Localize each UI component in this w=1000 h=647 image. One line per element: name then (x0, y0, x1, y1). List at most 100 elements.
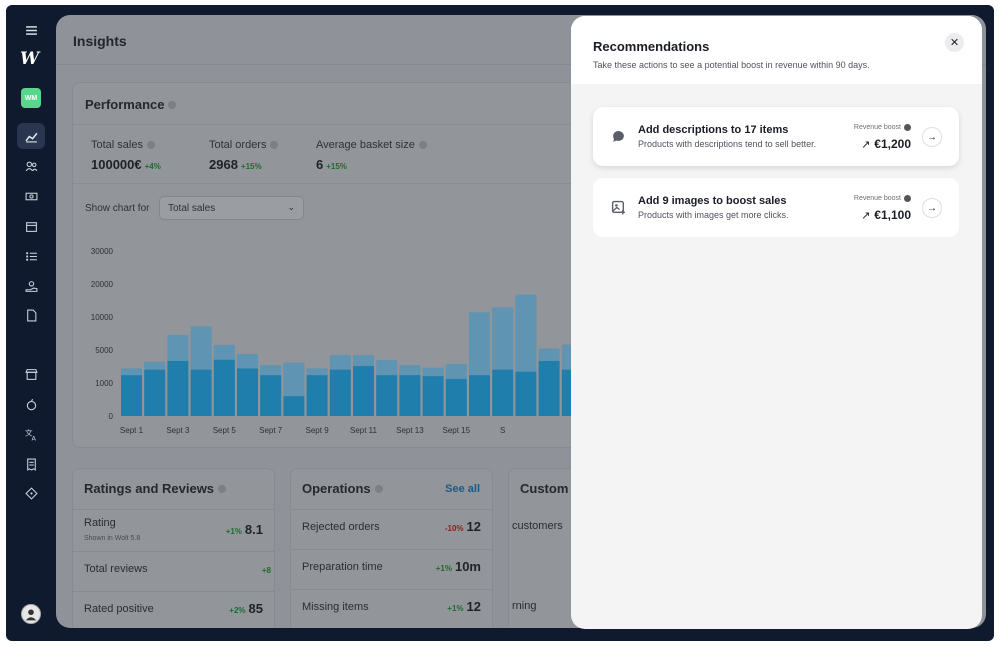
bar-segment-top[interactable] (538, 348, 560, 361)
row-label: Rated positive (84, 603, 154, 615)
row-label: Rating (84, 517, 116, 529)
bar-segment-bottom[interactable] (422, 376, 444, 416)
bar-segment-top[interactable] (492, 307, 514, 370)
wolt-logo[interactable]: W (20, 49, 40, 69)
users-icon[interactable] (17, 153, 45, 179)
bar-segment-bottom[interactable] (376, 375, 398, 416)
stat-value-text: 2968 (209, 157, 238, 172)
ratings-row-rated-positive[interactable]: Rated positive +2% 85 (73, 591, 274, 628)
bar-segment-top[interactable] (213, 344, 235, 360)
bar-segment-bottom[interactable] (329, 369, 351, 416)
bar-segment-top[interactable] (190, 326, 212, 370)
help-icon[interactable] (904, 124, 911, 131)
bar-segment-top[interactable] (283, 362, 305, 397)
bar-segment-top[interactable] (260, 365, 282, 376)
bar-segment-top[interactable] (445, 363, 467, 379)
chevron-down-icon: ⌄ (287, 202, 295, 212)
bar-segment-top[interactable] (329, 355, 351, 370)
stat-delta: +15% (240, 162, 262, 171)
chart-for-label: Show chart for (85, 203, 150, 214)
ratings-row-total-reviews[interactable]: Total reviews +8 (73, 551, 274, 591)
bar-segment-bottom[interactable] (144, 369, 166, 416)
bar-segment-top[interactable] (121, 368, 142, 376)
list-icon[interactable] (17, 243, 45, 269)
bar-segment-top[interactable] (399, 365, 421, 376)
row-value-text: 12 (466, 599, 481, 614)
recommendation-title: Add 9 images to boost sales (638, 195, 787, 207)
metric-select[interactable]: Total sales ⌄ (159, 196, 304, 220)
tag-icon[interactable] (17, 480, 45, 506)
bar-segment-bottom[interactable] (260, 375, 282, 416)
row-delta: +1% (225, 527, 242, 536)
info-icon[interactable] (374, 484, 383, 493)
bar-segment-top[interactable] (306, 368, 328, 376)
venue-badge[interactable]: WM (21, 88, 41, 108)
row-label: Preparation time (302, 561, 383, 573)
info-icon[interactable] (218, 484, 227, 493)
bar-segment-bottom[interactable] (515, 371, 537, 416)
store-icon[interactable] (17, 361, 45, 387)
stat-value-text: 100000€ (91, 157, 142, 172)
go-arrow-button[interactable]: → (922, 127, 942, 147)
bar-segment-bottom[interactable] (445, 378, 467, 416)
recommendation-card-images[interactable]: Add 9 images to boost sales Products wit… (593, 178, 959, 237)
see-all-link[interactable]: See all (445, 483, 480, 495)
operations-card: Operations See all Rejected orders -10% 1… (290, 468, 493, 628)
bar-segment-bottom[interactable] (237, 368, 258, 416)
info-icon[interactable] (168, 100, 177, 109)
close-button[interactable]: ✕ (945, 33, 964, 52)
recommendation-card-descriptions[interactable]: Add descriptions to 17 items Products wi… (593, 107, 959, 166)
bar-segment-bottom[interactable] (213, 359, 235, 416)
apple-icon[interactable] (17, 391, 45, 417)
stat-label-text: Total sales (91, 139, 143, 151)
calendar-icon[interactable] (17, 213, 45, 239)
close-icon: ✕ (949, 37, 960, 49)
customers-row[interactable]: customers (509, 509, 710, 549)
user-avatar[interactable] (21, 604, 41, 624)
operations-row-rejected[interactable]: Rejected orders -10% 12 (291, 509, 492, 549)
ratings-row-rating[interactable]: Rating Shown in Wolt 5.8 +1% 8.1 (73, 509, 274, 551)
bar-segment-top[interactable] (144, 361, 166, 370)
help-icon[interactable] (904, 195, 911, 202)
bar-segment-bottom[interactable] (306, 375, 328, 416)
money-icon[interactable] (17, 183, 45, 209)
bar-segment-top[interactable] (376, 360, 398, 376)
trend-up-icon: ↗ (861, 138, 871, 151)
customers-row[interactable]: rning (509, 589, 710, 628)
bar-segment-bottom[interactable] (399, 375, 421, 416)
bar-segment-top[interactable] (469, 312, 490, 376)
bar-segment-top[interactable] (237, 353, 258, 369)
info-icon[interactable] (418, 141, 427, 149)
operations-row-preparation[interactable]: Preparation time +1% 10m (291, 549, 492, 589)
bar-segment-top[interactable] (167, 334, 189, 361)
bar-segment-bottom[interactable] (121, 375, 142, 416)
bar-segment-bottom[interactable] (538, 360, 560, 416)
svg-text:文: 文 (25, 428, 33, 438)
info-icon[interactable] (146, 141, 155, 149)
chart-icon[interactable] (17, 123, 45, 149)
row-value-text: 12 (466, 519, 481, 534)
bar-segment-bottom[interactable] (283, 396, 305, 416)
info-icon[interactable] (270, 141, 279, 149)
row-delta: +2% (229, 606, 246, 615)
bar-segment-bottom[interactable] (353, 366, 374, 416)
hand-coin-icon[interactable] (17, 273, 45, 299)
bar-segment-bottom[interactable] (469, 375, 490, 416)
bar-segment-top[interactable] (422, 367, 444, 377)
bar-segment-top[interactable] (353, 355, 374, 367)
bar-segment-bottom[interactable] (190, 369, 212, 416)
menu-icon[interactable] (17, 17, 45, 43)
divider (73, 124, 593, 125)
arrow-right-icon: → (927, 202, 937, 214)
bar-segment-bottom[interactable] (492, 369, 514, 416)
bar-segment-bottom[interactable] (167, 360, 189, 416)
receipt-icon[interactable] (17, 451, 45, 477)
bar-segment-top[interactable] (515, 294, 537, 372)
row-sublabel: Shown in Wolt 5.8 (84, 535, 141, 542)
y-tick-label: 5000 (95, 346, 113, 355)
operations-row-missing[interactable]: Missing items +1% 12 (291, 589, 492, 628)
go-arrow-button[interactable]: → (922, 198, 942, 218)
document-icon[interactable] (17, 302, 45, 328)
x-tick-label: Sept 5 (213, 426, 237, 435)
